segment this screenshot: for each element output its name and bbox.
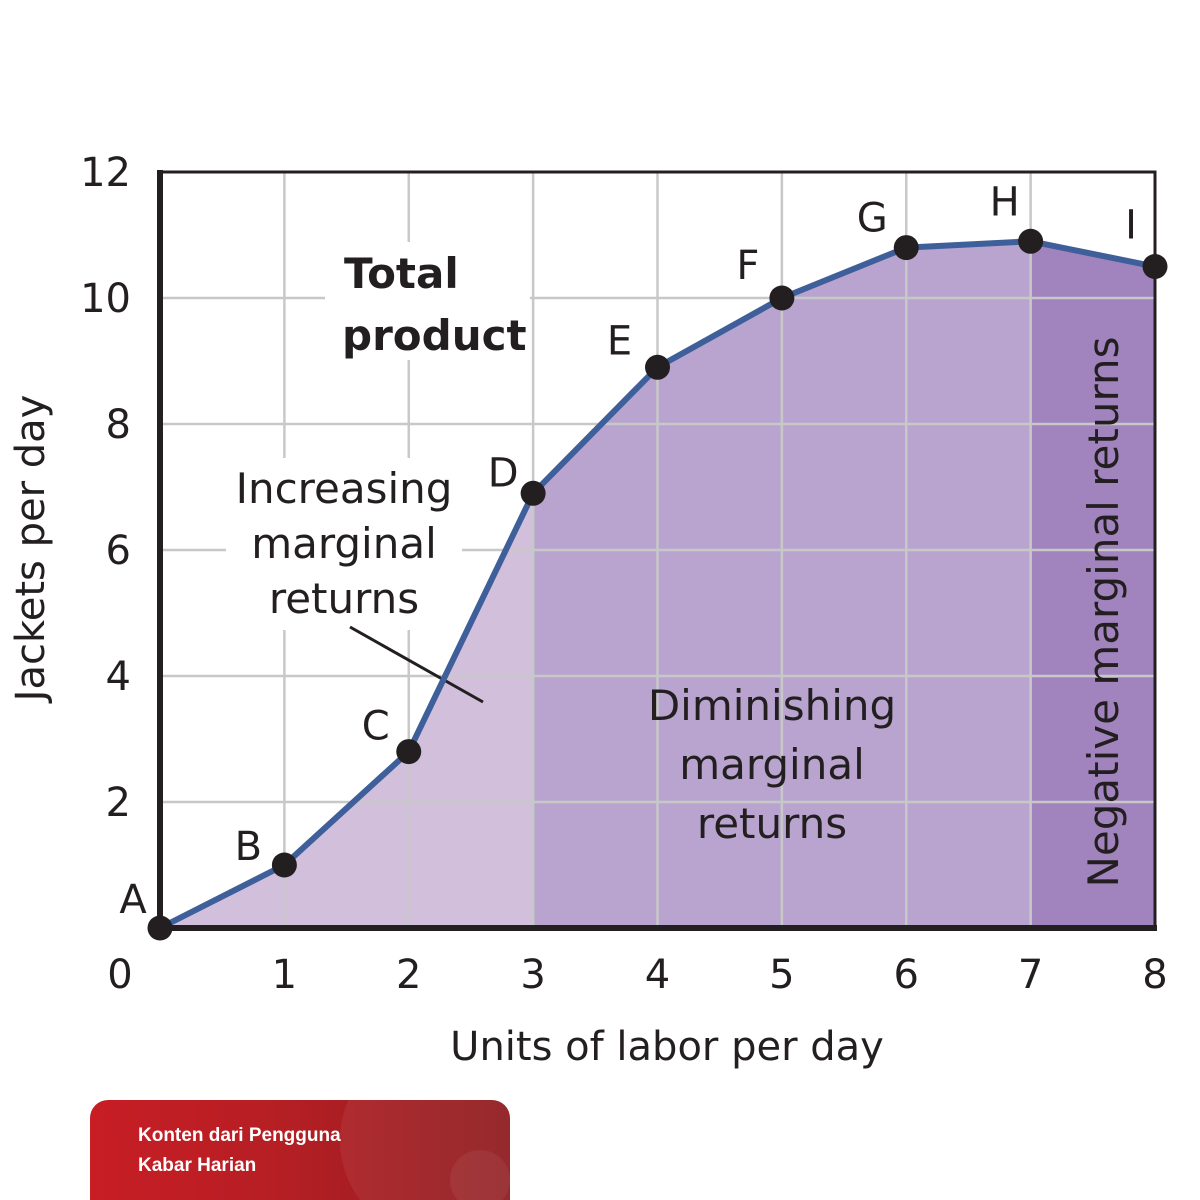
point-labels: A B C D E F G H I <box>119 179 1137 923</box>
region-area-1 <box>160 493 534 928</box>
increasing-label-line: marginal <box>251 519 437 568</box>
point-label-E: E <box>607 318 632 364</box>
point-label-C: C <box>362 704 390 750</box>
y-tick-label: 10 <box>80 276 131 322</box>
data-point-F <box>769 285 795 311</box>
x-tick-label: 4 <box>645 952 670 998</box>
data-point-D <box>520 480 546 506</box>
data-points <box>147 228 1168 941</box>
x-tick-label: 8 <box>1142 952 1167 998</box>
total-product-label: Total product <box>325 242 530 360</box>
total-product-label-line: Total <box>344 249 459 298</box>
y-tick-labels: 2 4 6 8 10 12 <box>80 150 131 826</box>
total-product-label-bg <box>325 242 530 360</box>
region-labels: Increasing marginal returns Diminishing marg… <box>226 336 1128 888</box>
leader-line-segment <box>349 625 484 704</box>
x-axis-title: Units of labor per day <box>450 1024 884 1070</box>
region-area-3 <box>1030 241 1155 929</box>
data-point-I <box>1142 254 1168 279</box>
point-label-H: H <box>990 179 1020 225</box>
x-tick-label: 5 <box>769 952 794 998</box>
point-label-A: A <box>119 877 147 923</box>
leader-line <box>349 625 484 704</box>
point-label-F: F <box>736 243 759 289</box>
y-axis-title: Jackets per day <box>8 395 54 705</box>
x-tick-label: 1 <box>272 952 297 998</box>
data-point-B <box>271 852 297 878</box>
y-tick-label: 12 <box>80 150 131 196</box>
data-point-E <box>645 354 670 380</box>
diminishing-label-line: returns <box>697 799 847 848</box>
point-label-B: B <box>235 824 262 870</box>
increasing-label-line: Increasing <box>236 464 453 513</box>
user-content-banner: Konten dari Pengguna Kabar Harian <box>90 1100 510 1200</box>
y-tick-label: 8 <box>106 402 131 448</box>
banner-source: Kabar Harian <box>138 1155 257 1176</box>
data-point-A <box>147 915 173 941</box>
x-tick-label: 3 <box>520 952 545 998</box>
y-tick-label: 6 <box>106 528 131 574</box>
increasing-label-bg <box>226 458 462 630</box>
x-tick-labels: 0 1 2 3 4 5 6 7 8 <box>107 952 1167 998</box>
diminishing-label-line: Diminishing <box>648 681 896 730</box>
x-tick-label: 7 <box>1018 952 1043 998</box>
x-tick-label: 2 <box>396 952 421 998</box>
data-point-C <box>396 739 422 765</box>
plot-frame <box>157 170 1157 931</box>
point-label-I: I <box>1125 203 1137 249</box>
total-product-label-line: product <box>342 311 527 360</box>
data-point-G <box>893 235 919 261</box>
increasing-label-line: returns <box>269 574 419 623</box>
y-tick-label: 2 <box>106 780 131 826</box>
point-label-D: D <box>488 450 519 496</box>
banner-label: Konten dari Pengguna <box>138 1125 341 1146</box>
x-tick-label: 6 <box>894 952 919 998</box>
negative-label: Negative marginal returns <box>1079 336 1128 887</box>
data-point-H <box>1018 228 1044 254</box>
diminishing-label-line: marginal <box>679 740 865 789</box>
point-label-G: G <box>857 196 888 242</box>
x-tick-label: 0 <box>107 952 132 998</box>
y-tick-label: 4 <box>106 654 131 700</box>
